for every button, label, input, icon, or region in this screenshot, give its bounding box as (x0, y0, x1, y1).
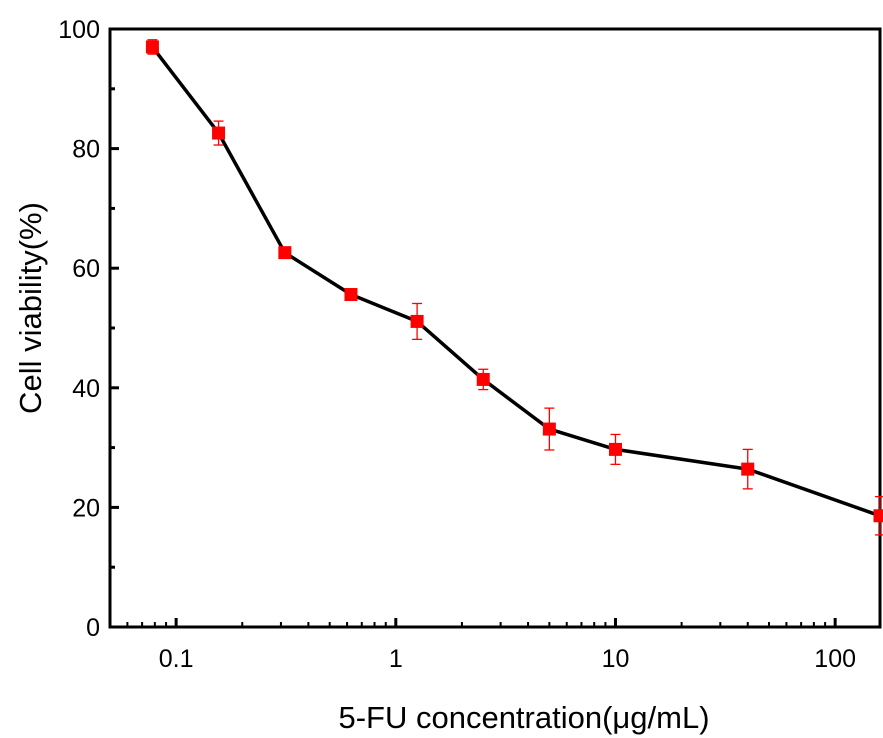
series-layer (145, 39, 883, 536)
y-tick-label: 60 (72, 255, 100, 283)
y-tick-label: 20 (72, 494, 100, 522)
data-point (542, 422, 556, 436)
y-axis-title: Cell viability(%) (13, 202, 48, 414)
x-tick-label: 10 (602, 645, 630, 673)
data-point (212, 126, 226, 140)
data-point (608, 442, 622, 456)
y-tick-label: 100 (58, 16, 100, 44)
data-point (410, 314, 424, 328)
data-point (476, 372, 490, 386)
y-tick-label: 80 (72, 136, 100, 164)
data-point (741, 462, 755, 476)
y-axis-ticks: 0 20 40 60 80 100 (58, 16, 119, 642)
data-point (873, 509, 883, 523)
series-line (151, 45, 881, 518)
x-axis-title: 5-FU concentration(μg/mL) (338, 700, 709, 735)
y-tick-label: 0 (86, 614, 100, 642)
plot-border (108, 27, 882, 629)
x-tick-label: 0.1 (159, 645, 194, 673)
x-tick-label: 100 (814, 645, 856, 673)
y-tick-label: 40 (72, 375, 100, 403)
data-point (278, 246, 292, 260)
plot-frame (108, 27, 882, 629)
x-axis-ticks: 0.1 1 10 100 (126, 618, 856, 673)
x-tick-label: 1 (389, 645, 403, 673)
data-point (344, 288, 358, 302)
data-point (145, 40, 159, 54)
